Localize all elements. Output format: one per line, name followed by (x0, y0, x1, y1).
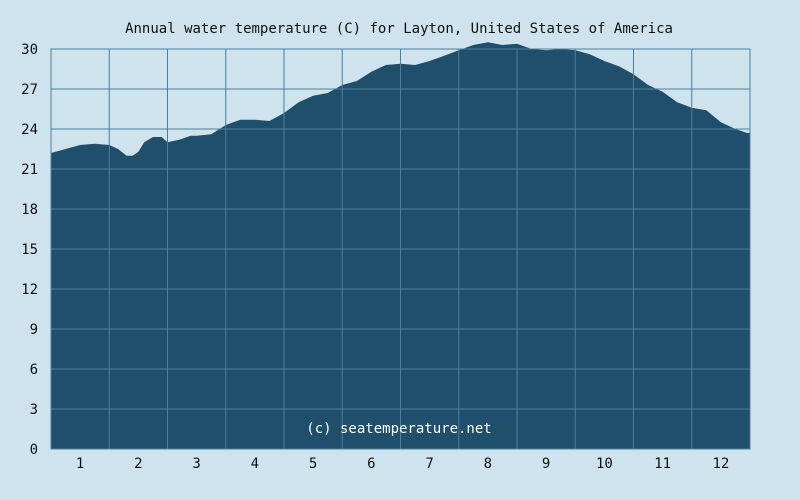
x-tick-label: 2 (134, 456, 142, 472)
y-tick-label: 0 (30, 442, 38, 458)
y-tick-label: 30 (21, 42, 38, 58)
y-tick-label: 6 (30, 362, 38, 378)
chart-title: Annual water temperature (C) for Layton,… (125, 21, 673, 37)
y-tick-label: 3 (30, 402, 38, 418)
x-tick-label: 12 (712, 456, 729, 472)
x-tick-label: 10 (596, 456, 613, 472)
watermark: (c) seatemperature.net (306, 421, 491, 437)
x-tick-label: 8 (484, 456, 492, 472)
x-tick-label: 9 (542, 456, 550, 472)
y-tick-label: 15 (21, 242, 38, 258)
x-tick-label: 11 (654, 456, 671, 472)
x-tick-label: 5 (309, 456, 317, 472)
x-tick-label: 3 (192, 456, 200, 472)
y-tick-label: 21 (21, 162, 38, 178)
y-tick-label: 18 (21, 202, 38, 218)
x-tick-label: 1 (76, 456, 84, 472)
x-tick-label: 4 (251, 456, 259, 472)
x-tick-label: 6 (367, 456, 375, 472)
y-tick-label: 9 (30, 322, 38, 338)
plot-border (50, 48, 751, 450)
x-tick-label: 7 (425, 456, 433, 472)
y-tick-label: 12 (21, 282, 38, 298)
y-tick-label: 27 (21, 82, 38, 98)
y-tick-label: 24 (21, 122, 38, 138)
